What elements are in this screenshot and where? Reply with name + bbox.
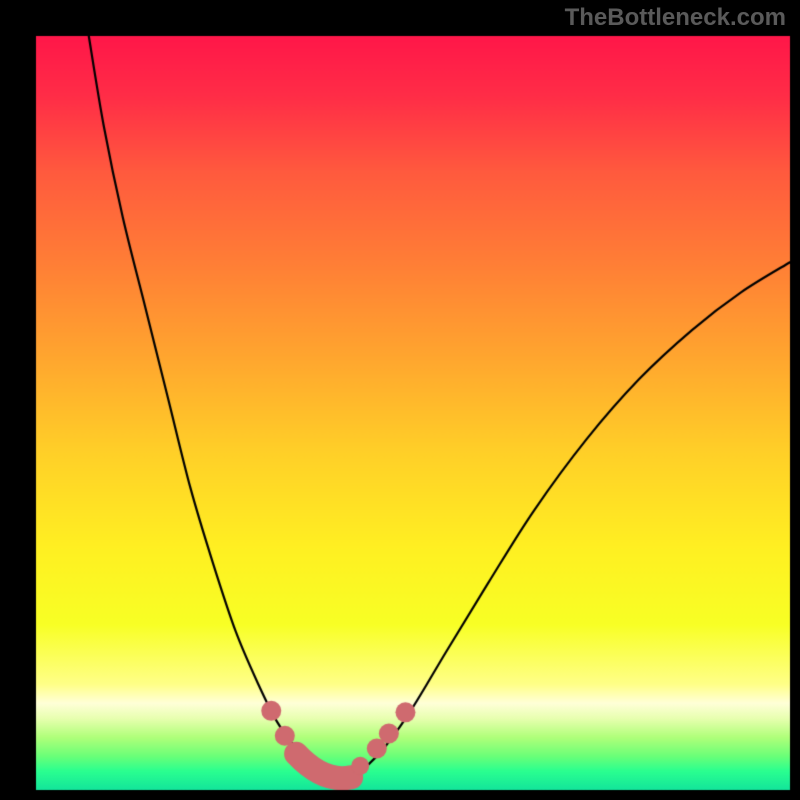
watermark-text: TheBottleneck.com	[565, 4, 786, 32]
bottleneck-curve-chart	[0, 0, 800, 800]
chart-stage: TheBottleneck.com	[0, 0, 800, 800]
